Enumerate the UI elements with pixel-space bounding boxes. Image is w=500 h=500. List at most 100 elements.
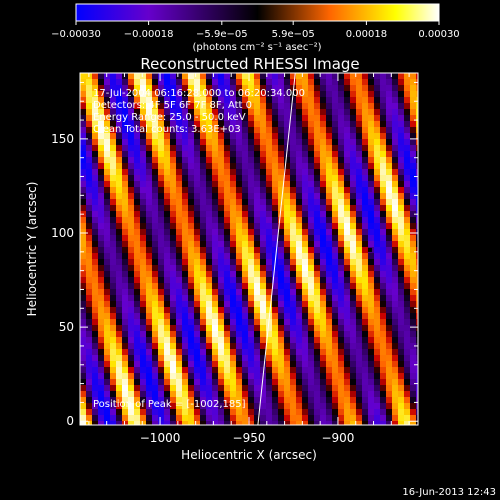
heatmap-cell <box>290 403 296 409</box>
heatmap-cell <box>86 271 92 277</box>
heatmap-cell <box>218 223 224 229</box>
heatmap-cell <box>374 109 380 115</box>
heatmap-cell <box>284 229 290 235</box>
heatmap-cell <box>290 79 296 85</box>
heatmap-cell <box>188 397 194 403</box>
heatmap-cell <box>86 403 92 409</box>
heatmap-cell <box>230 157 236 163</box>
heatmap-cell <box>86 163 92 169</box>
heatmap-cell <box>332 205 338 211</box>
heatmap-cell <box>404 331 410 337</box>
heatmap-cell <box>296 181 302 187</box>
heatmap-cell <box>164 121 170 127</box>
heatmap-cell <box>416 415 418 421</box>
heatmap-cell <box>218 403 224 409</box>
heatmap-cell <box>344 73 350 79</box>
heatmap-cell <box>350 283 356 289</box>
heatmap-cell <box>158 169 164 175</box>
heatmap-cell <box>374 121 380 127</box>
heatmap-cell <box>272 103 278 109</box>
heatmap-cell <box>182 151 188 157</box>
heatmap-cell <box>170 217 176 223</box>
heatmap-cell <box>362 169 368 175</box>
heatmap-cell <box>122 175 128 181</box>
heatmap-cell <box>368 397 374 403</box>
heatmap-cell <box>164 421 170 425</box>
heatmap-cell <box>350 319 356 325</box>
heatmap-cell <box>338 205 344 211</box>
heatmap-cell <box>392 127 398 133</box>
heatmap-cell <box>320 361 326 367</box>
heatmap-cell <box>362 283 368 289</box>
heatmap-cell <box>170 313 176 319</box>
heatmap-cell <box>266 169 272 175</box>
heatmap-cell <box>116 241 122 247</box>
heatmap-cell <box>308 73 314 79</box>
heatmap-cell <box>308 337 314 343</box>
heatmap-cell <box>350 229 356 235</box>
heatmap-cell <box>338 109 344 115</box>
heatmap-cell <box>236 265 242 271</box>
heatmap-cell <box>230 103 236 109</box>
heatmap-cell <box>218 205 224 211</box>
heatmap-cell <box>128 337 134 343</box>
heatmap-cell <box>308 367 314 373</box>
heatmap-cell <box>218 91 224 97</box>
heatmap-cell <box>146 295 152 301</box>
heatmap-cell <box>248 145 254 151</box>
heatmap-cell <box>134 163 140 169</box>
heatmap-cell <box>170 193 176 199</box>
heatmap-cell <box>176 259 182 265</box>
heatmap-cell <box>314 391 320 397</box>
heatmap-cell <box>302 157 308 163</box>
heatmap-cell <box>248 283 254 289</box>
heatmap-cell <box>404 235 410 241</box>
heatmap-cell <box>218 199 224 205</box>
heatmap-cell <box>284 175 290 181</box>
heatmap-cell <box>194 247 200 253</box>
heatmap-cell <box>98 223 104 229</box>
heatmap-cell <box>224 307 230 313</box>
heatmap-cell <box>152 373 158 379</box>
heatmap-cell <box>302 97 308 103</box>
heatmap-cell <box>332 361 338 367</box>
heatmap-cell <box>236 109 242 115</box>
heatmap-cell <box>236 373 242 379</box>
heatmap-cell <box>194 391 200 397</box>
heatmap-cell <box>248 379 254 385</box>
heatmap-cell <box>284 331 290 337</box>
heatmap-cell <box>224 373 230 379</box>
heatmap-cell <box>380 235 386 241</box>
heatmap-cell <box>344 211 350 217</box>
heatmap-cell <box>188 283 194 289</box>
heatmap-cell <box>272 367 278 373</box>
heatmap-cell <box>404 169 410 175</box>
heatmap-cell <box>296 277 302 283</box>
heatmap-cell <box>392 271 398 277</box>
heatmap-cell <box>326 337 332 343</box>
heatmap-cell <box>320 283 326 289</box>
heatmap-cell <box>410 205 416 211</box>
heatmap-cell <box>392 421 398 425</box>
heatmap-cell <box>350 85 356 91</box>
heatmap-cell <box>266 343 272 349</box>
heatmap-cell <box>188 307 194 313</box>
heatmap-cell <box>86 385 92 391</box>
heatmap-cell <box>80 415 86 421</box>
heatmap-cell <box>320 109 326 115</box>
heatmap-cell <box>140 343 146 349</box>
heatmap-cell <box>260 283 266 289</box>
heatmap-cell <box>218 331 224 337</box>
heatmap-cell <box>122 307 128 313</box>
heatmap-cell <box>152 337 158 343</box>
heatmap-cell <box>206 313 212 319</box>
heatmap-cell <box>194 259 200 265</box>
heatmap-cell <box>194 325 200 331</box>
heatmap-cell <box>272 121 278 127</box>
heatmap-cell <box>386 85 392 91</box>
heatmap-cell <box>164 79 170 85</box>
heatmap-cell <box>314 151 320 157</box>
heatmap-cell <box>194 91 200 97</box>
heatmap-cell <box>92 409 98 415</box>
heatmap-cell <box>152 115 158 121</box>
